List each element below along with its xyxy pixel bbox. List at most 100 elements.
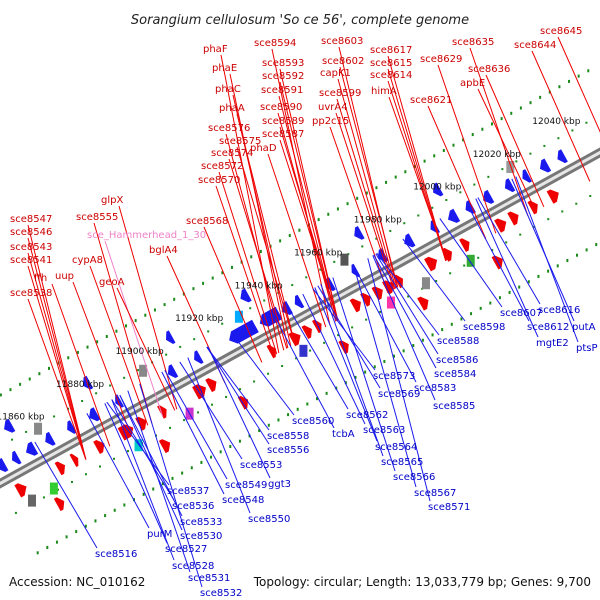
gene-label[interactable]: sce8549 (225, 480, 267, 491)
tick-mark (137, 369, 140, 372)
gene-label[interactable]: sce8516 (95, 549, 137, 560)
gene-label[interactable]: sce8564 (375, 442, 417, 453)
gene-label[interactable]: sce8583 (414, 383, 456, 394)
gene-label[interactable]: sce8566 (393, 472, 435, 483)
gene-label[interactable]: sce8591 (261, 85, 303, 96)
gene-label[interactable]: sce8645 (540, 26, 582, 37)
gene-label[interactable]: phaC (215, 84, 241, 95)
gene-label[interactable]: sce8563 (363, 425, 405, 436)
gene-label[interactable]: tcbA (332, 429, 355, 440)
gene-label[interactable]: sce8612 (527, 322, 569, 333)
gene-label[interactable]: phaD (250, 143, 277, 154)
gene-label[interactable]: sce8570 (198, 175, 240, 186)
gene-label[interactable]: sce8602 (322, 56, 364, 67)
gene-label[interactable]: sce8589 (262, 116, 304, 127)
gene-label[interactable]: sce8592 (262, 71, 304, 82)
gene-label[interactable]: sce8550 (248, 514, 290, 525)
gene-label[interactable]: sce8588 (437, 336, 479, 347)
forward-gene-arrow (69, 453, 79, 468)
gene-label[interactable]: capK1 (320, 68, 351, 79)
gene-label[interactable]: sce_Hammerhead_1_30 (87, 230, 206, 241)
gene-label[interactable]: sce8527 (165, 544, 207, 555)
gene-label[interactable]: sce8607 (500, 308, 542, 319)
gene-label[interactable]: sce8538 (10, 288, 52, 299)
gene-label[interactable]: sce8587 (262, 129, 304, 140)
gene-label[interactable]: sce8568 (186, 216, 228, 227)
gene-label[interactable]: sce8590 (260, 102, 302, 113)
gene-label[interactable]: phaF (203, 44, 228, 55)
gene-label[interactable]: sce8573 (373, 371, 415, 382)
gene-label[interactable]: putA (572, 322, 596, 333)
gene-label[interactable]: sce8576 (208, 123, 250, 134)
gene-label[interactable]: sce8603 (321, 36, 363, 47)
gene-label[interactable]: glpX (101, 195, 123, 206)
gene-label[interactable]: mgtE2 (536, 338, 569, 349)
gene-label[interactable]: sce8565 (381, 457, 423, 468)
gene-label[interactable]: sce8553 (240, 460, 282, 471)
gene-label[interactable]: cypA8 (72, 255, 103, 266)
gene-label[interactable]: sce8562 (346, 410, 388, 421)
gene-label[interactable]: geoA (99, 277, 125, 288)
gene-label[interactable]: sce8531 (188, 573, 230, 584)
gene-label[interactable]: sce8571 (428, 502, 470, 513)
gene-label[interactable]: sce8598 (463, 322, 505, 333)
gene-label[interactable]: bglA4 (149, 245, 178, 256)
gene-label[interactable]: sce8543 (10, 242, 52, 253)
gene-label[interactable]: ffh (34, 273, 47, 284)
gene-label[interactable]: sce8528 (172, 561, 214, 572)
gene-label[interactable]: sce8567 (414, 488, 456, 499)
gene-label[interactable]: sce8621 (410, 95, 452, 106)
gene-label[interactable]: sce8530 (180, 531, 222, 542)
gene-label[interactable]: phaE (212, 63, 237, 74)
gene-label[interactable]: sce8585 (433, 401, 475, 412)
gene-label[interactable]: sce8644 (514, 40, 556, 51)
gene-label[interactable]: sce8548 (222, 495, 264, 506)
gene-label[interactable]: sce8615 (370, 58, 412, 69)
gene-label[interactable]: sce8636 (468, 64, 510, 75)
gene-label[interactable]: pp2c15 (312, 116, 349, 127)
gene-label[interactable]: sce8556 (267, 445, 309, 456)
gene-label[interactable]: uvrA4 (318, 102, 348, 113)
gene-label[interactable]: sce8593 (262, 58, 304, 69)
gene-label[interactable]: sce8635 (452, 37, 494, 48)
tick-mark (505, 241, 508, 244)
gene-label[interactable]: sce8616 (538, 305, 580, 316)
reverse-gene-arrow (26, 441, 39, 456)
gene-label[interactable]: apbE (460, 78, 485, 89)
gene-label[interactable]: sce8599 (319, 88, 361, 99)
gene-label[interactable]: sce8547 (10, 214, 52, 225)
gene-label[interactable]: sce8536 (172, 501, 214, 512)
gene-label[interactable]: himA (371, 86, 397, 97)
gene-label[interactable]: sce8584 (434, 369, 476, 380)
gene-label[interactable]: ptsP (576, 343, 598, 354)
gene-label[interactable]: sce8575 (219, 136, 261, 147)
gene-label[interactable]: sce8594 (254, 38, 296, 49)
tick-mark (556, 264, 559, 268)
gene-label[interactable]: sce8569 (378, 389, 420, 400)
gene-label[interactable]: sce8629 (420, 54, 462, 65)
gene-label[interactable]: sce8560 (292, 416, 334, 427)
label-connector (207, 346, 271, 479)
forward-gene-arrow (424, 256, 438, 272)
gene-label[interactable]: sce8574 (211, 148, 253, 159)
gene-label[interactable]: purM (147, 529, 172, 540)
gene-label[interactable]: ggt3 (268, 479, 291, 490)
gene-label[interactable]: sce8537 (167, 486, 209, 497)
gene-label[interactable]: sce8617 (370, 45, 412, 56)
gene-label[interactable]: sce8533 (180, 517, 222, 528)
gene-label[interactable]: uup (55, 271, 74, 282)
gene-label[interactable]: sce8572 (201, 161, 243, 172)
gene-label[interactable]: sce8586 (436, 355, 478, 366)
forward-gene-arrow (441, 247, 453, 262)
gene-label[interactable]: sce8614 (370, 70, 412, 81)
label-connector (119, 394, 183, 531)
tick-mark (375, 237, 378, 240)
label-connector (51, 283, 111, 447)
gene-label[interactable]: sce8558 (267, 431, 309, 442)
gene-label[interactable]: sce8555 (76, 212, 118, 223)
gene-label[interactable]: sce8546 (10, 227, 52, 238)
gene-label[interactable]: sce8541 (10, 255, 52, 266)
feature-block (34, 422, 43, 435)
gene-label[interactable]: sce8532 (200, 588, 242, 599)
gene-label[interactable]: phaA (219, 103, 245, 114)
